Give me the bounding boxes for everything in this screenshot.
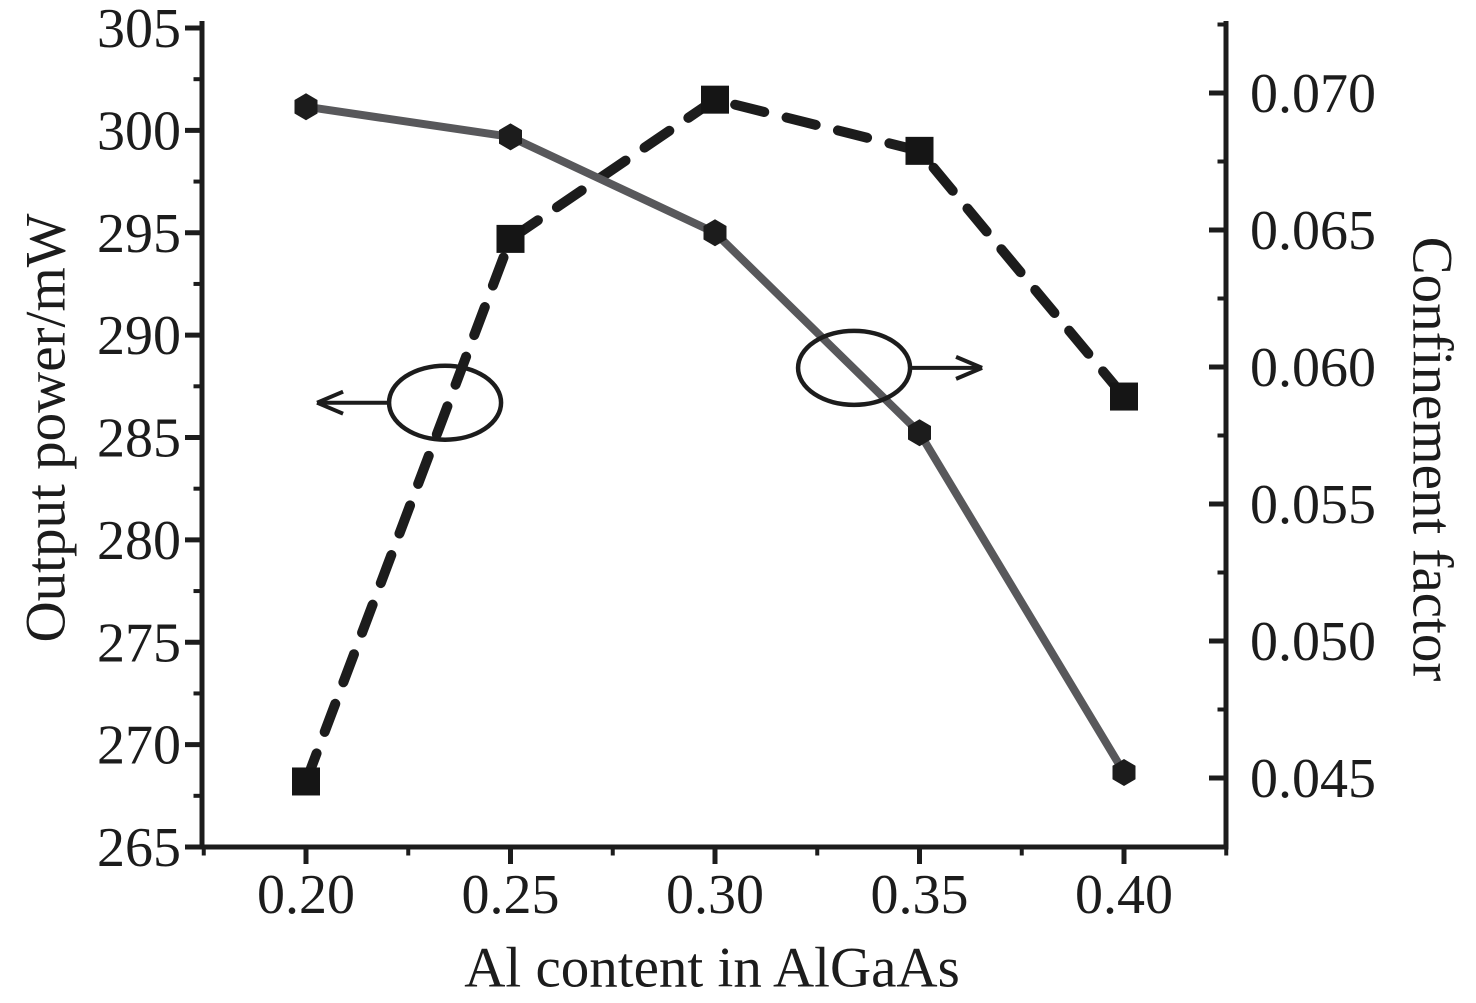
square-data-point-marker	[905, 136, 934, 165]
x-axis-tick-label: 0.35	[871, 864, 969, 926]
right-axis-tick-label: 0.060	[1250, 337, 1376, 399]
left-axis-tick-label: 290	[97, 305, 181, 367]
dashed-series-line	[301, 94, 1129, 787]
hexagon-data-point-marker	[1112, 759, 1136, 787]
left-axis-tick-label: 305	[97, 0, 181, 60]
left-axis-tick-label: 300	[97, 100, 181, 162]
x-axis-tick-label: 0.20	[257, 864, 355, 926]
hexagon-data-point-marker	[703, 219, 727, 247]
x-axis-tick-label: 0.40	[1075, 864, 1173, 926]
right-axis-tick-label: 0.055	[1250, 474, 1376, 536]
x-axis-tick-label: 0.25	[462, 864, 560, 926]
indicator-arrow-head	[316, 400, 344, 416]
square-data-point-marker	[496, 224, 525, 253]
right-axis-tick-label: 0.070	[1250, 63, 1376, 125]
indicator-arrow-head	[316, 389, 344, 405]
left-axis-tick-label: 285	[97, 408, 181, 470]
square-data-point-marker	[1110, 382, 1138, 411]
left-axis-tick-label: 265	[97, 817, 181, 879]
hexagon-data-point-marker	[294, 93, 318, 121]
x-axis-title: Al content in AlGaAs	[464, 936, 960, 1000]
indicator-arrow-head	[955, 355, 983, 370]
left-axis-tick-label: 295	[97, 203, 181, 265]
left-axis-tick-label: 280	[97, 510, 181, 572]
square-data-point-marker	[292, 767, 320, 796]
hexagon-data-point-marker	[908, 419, 931, 447]
right-axis-tick-label: 0.045	[1250, 748, 1376, 810]
hexagon-data-point-marker	[499, 123, 522, 151]
left-axis-tick-label: 270	[97, 715, 181, 777]
indicator-arrow-head	[955, 366, 983, 381]
square-data-point-marker	[701, 85, 729, 114]
x-axis-tick-label: 0.30	[666, 864, 764, 926]
right-axis-tick-label: 0.065	[1250, 200, 1376, 262]
right-axis-tick-label: 0.050	[1250, 611, 1376, 673]
left-axis-tick-label: 275	[97, 612, 181, 674]
